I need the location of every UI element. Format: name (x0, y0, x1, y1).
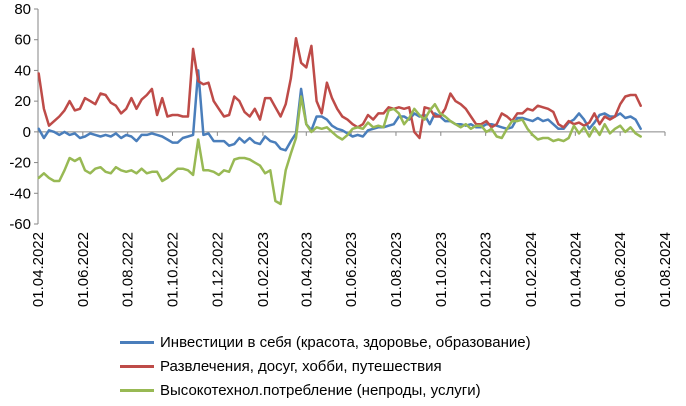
legend-label: Высокотехнол.потребление (непроды, услуг… (160, 381, 481, 399)
legend-label: Развлечения, досуг, хобби, путешествия (160, 357, 442, 375)
y-tick-label: 60 (14, 32, 31, 49)
x-tick-label: 01.06.2022 (75, 232, 92, 307)
legend-swatch (120, 364, 154, 368)
x-tick-label: 01.06.2023 (343, 232, 360, 307)
x-tick-label: 01.08.2023 (388, 232, 405, 307)
x-tick-label: 01.06.2024 (612, 232, 629, 307)
x-tick-label: 01.08.2024 (657, 232, 674, 307)
y-tick-label: 40 (14, 62, 31, 79)
legend-item: Развлечения, досуг, хобби, путешествия (120, 354, 531, 378)
series-line (37, 95, 642, 206)
y-tick-label: -60 (9, 216, 31, 233)
series-line (37, 36, 642, 140)
x-tick-label: 01.10.2023 (433, 232, 450, 307)
y-tick-label: 0 (23, 124, 31, 141)
y-tick-label: 80 (14, 1, 31, 18)
series-line (37, 69, 642, 152)
x-tick-label: 01.08.2022 (120, 232, 137, 307)
x-tick-label: 01.02.2023 (255, 232, 272, 307)
x-tick-label: 01.12.2023 (478, 232, 495, 307)
x-tick-label: 01.12.2022 (209, 232, 226, 307)
x-tick-label: 01.02.2024 (523, 232, 540, 307)
legend-item: Высокотехнол.потребление (непроды, услуг… (120, 378, 531, 402)
legend: Инвестиции в себя (красота, здоровье, об… (120, 330, 531, 402)
legend-swatch (120, 388, 154, 392)
x-tick-label: 01.04.2022 (30, 232, 47, 307)
legend-item: Инвестиции в себя (красота, здоровье, об… (120, 330, 531, 354)
y-tick-label: -20 (9, 155, 31, 172)
y-tick-label: 20 (14, 93, 31, 110)
legend-label: Инвестиции в себя (красота, здоровье, об… (160, 333, 531, 351)
x-tick-label: 01.10.2022 (165, 232, 182, 307)
x-tick-label: 01.04.2024 (567, 232, 584, 307)
legend-swatch (120, 340, 154, 344)
x-tick-label: 01.04.2023 (298, 232, 315, 307)
y-tick-label: -40 (9, 185, 31, 202)
